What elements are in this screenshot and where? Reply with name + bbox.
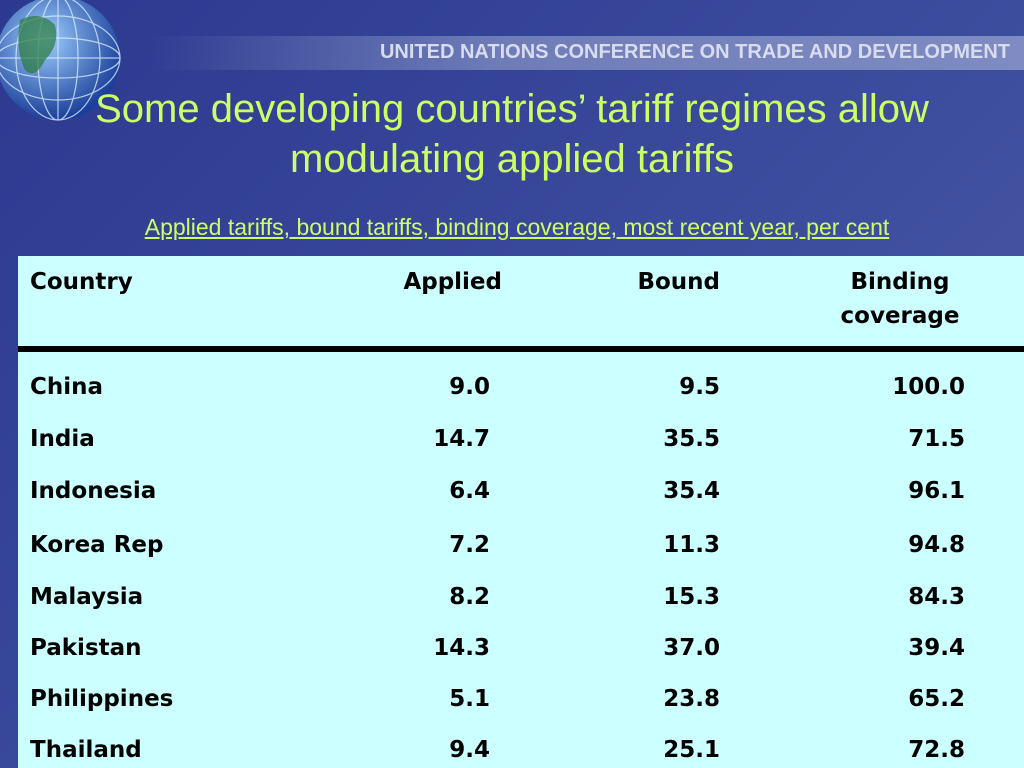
row-label: Pakistan: [30, 635, 142, 661]
table-cell: 23.8: [663, 686, 720, 712]
table-cell: 37.0: [663, 635, 720, 661]
table-cell: 9.0: [449, 374, 490, 400]
table-cell: 35.5: [663, 426, 720, 452]
table-cell: 14.7: [433, 426, 490, 452]
table-cell: 96.1: [908, 478, 965, 504]
column-header: Binding coverage: [840, 269, 960, 329]
table-cell: 39.4: [908, 635, 965, 661]
row-label: India: [30, 426, 95, 452]
header-rule: [18, 346, 1024, 352]
table-cell: 35.4: [663, 478, 720, 504]
globe-logo: [0, 0, 121, 121]
table-cell: 11.3: [663, 532, 720, 558]
table-cell: 100.0: [892, 374, 965, 400]
table-cell: 6.4: [449, 478, 490, 504]
row-label: Korea Rep: [30, 532, 164, 558]
table-cell: 65.2: [908, 686, 965, 712]
table: [18, 256, 1024, 768]
banner: [150, 36, 1024, 70]
row-label: Malaysia: [30, 584, 144, 610]
row-label: China: [30, 374, 104, 400]
table-cell: 9.4: [449, 737, 490, 763]
row-label: Indonesia: [30, 478, 157, 504]
column-header: Applied: [403, 269, 502, 295]
column-header: Country: [30, 269, 133, 295]
table-cell: 9.5: [679, 374, 720, 400]
table-cell: 25.1: [663, 737, 720, 763]
subtitle: Applied tariffs, bound tariffs, binding …: [144, 214, 890, 240]
table-cell: 5.1: [449, 686, 490, 712]
table-cell: 8.2: [449, 584, 490, 610]
organization: UNITED NATIONS CONFERENCE ON TRADE AND D…: [379, 41, 1010, 63]
table-cell: 72.8: [908, 737, 965, 763]
table-cell: 7.2: [449, 532, 490, 558]
table-cell: 14.3: [433, 635, 490, 661]
column-header: Bound: [637, 269, 720, 295]
row-label: Thailand: [30, 737, 142, 763]
table-cell: 15.3: [663, 584, 720, 610]
title: Some developing countries’ tariff regime…: [95, 87, 929, 181]
table-cell: 94.8: [908, 532, 965, 558]
row-label: Philippines: [30, 686, 174, 712]
table-cell: 71.5: [908, 426, 965, 452]
table-cell: 84.3: [908, 584, 965, 610]
